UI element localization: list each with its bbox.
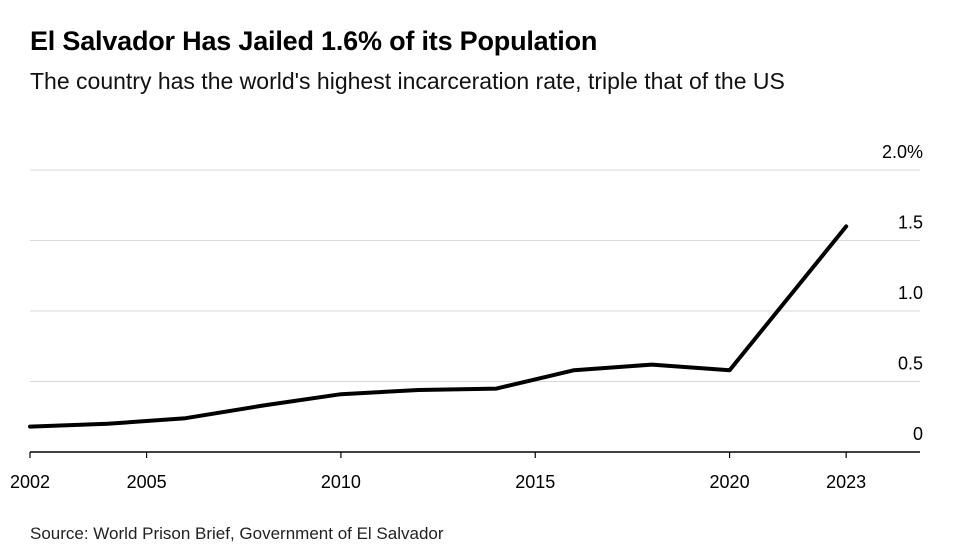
x-tick-label: 2010 <box>321 472 361 492</box>
y-tick-label: 1.5 <box>898 213 923 233</box>
x-tick-label: 2023 <box>826 472 866 492</box>
chart-subtitle: The country has the world's highest inca… <box>30 68 785 94</box>
series-line <box>28 224 849 429</box>
chart-title: El Salvador Has Jailed 1.6% of its Popul… <box>30 26 598 56</box>
x-tick-label: 2002 <box>10 472 50 492</box>
y-tick-label: 0.5 <box>898 354 923 374</box>
y-tick-label: 0 <box>913 424 923 444</box>
x-tick-label: 2020 <box>710 472 750 492</box>
source-note: Source: World Prison Brief, Government o… <box>30 524 444 543</box>
x-tick-label: 2015 <box>515 472 555 492</box>
x-tick-label: 2005 <box>127 472 167 492</box>
y-tick-label: 2.0% <box>882 142 923 162</box>
y-tick-label: 1.0 <box>898 283 923 303</box>
